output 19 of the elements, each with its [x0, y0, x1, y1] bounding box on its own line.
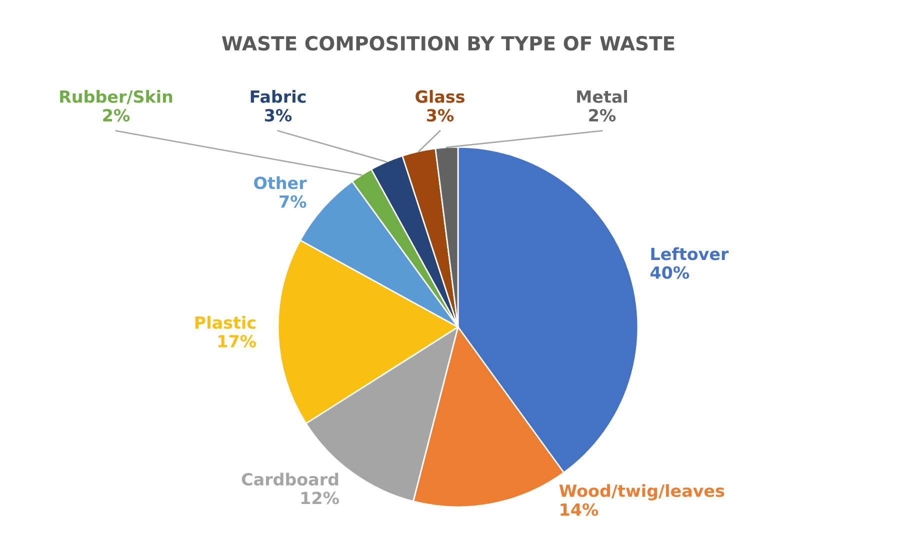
data-label: 3% — [426, 108, 454, 122]
data-label: 7% — [280, 195, 306, 208]
data-label: 3% — [264, 108, 292, 122]
data-label: 12% — [301, 492, 339, 504]
slice-label: Metal — [577, 90, 628, 103]
slice-label: Glass — [416, 90, 464, 103]
slice-label: Cardboard — [242, 472, 338, 486]
data-label: 17% — [218, 334, 256, 348]
chart-title: WASTE COMPOSITION BY TYPE OF WASTE — [222, 36, 674, 51]
data-label: 40% — [650, 266, 690, 279]
slice-label: Leftover — [651, 247, 729, 260]
slice-label: Fabric — [250, 90, 306, 103]
data-label: 14% — [560, 503, 598, 516]
slice-label: Wood/twig/leaves — [559, 484, 724, 500]
slice-label: Other — [254, 176, 307, 190]
data-label: 2% — [103, 108, 130, 122]
slice-label: Rubber/Skin — [60, 90, 172, 104]
slice-label: Plastic — [195, 316, 256, 329]
data-label: 2% — [589, 108, 616, 122]
